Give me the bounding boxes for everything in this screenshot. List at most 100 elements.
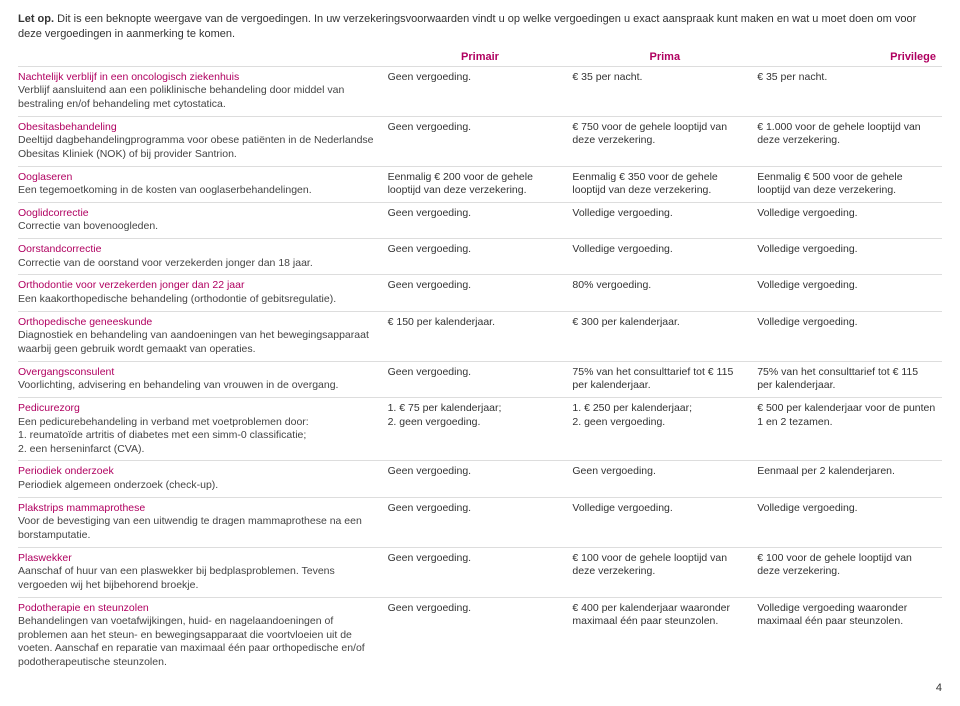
term-title: Nachtelijk verblijf in een oncologisch z… bbox=[18, 71, 378, 85]
table-row: Nachtelijk verblijf in een oncologisch z… bbox=[18, 66, 942, 116]
term-desc: Deeltijd dagbehandelingprogramma voor ob… bbox=[18, 134, 378, 161]
term-desc: Verblijf aansluitend aan een poliklinisc… bbox=[18, 84, 378, 111]
cell-privilege: € 1.000 voor de gehele looptijd van deze… bbox=[757, 116, 942, 166]
cell-privilege: Volledige vergoeding waaronder maximaal … bbox=[757, 597, 942, 674]
cell-prima: € 300 per kalenderjaar. bbox=[572, 311, 757, 361]
header-primair: Primair bbox=[388, 48, 573, 67]
table-row: PlaswekkerAanschaf of huur van een plasw… bbox=[18, 547, 942, 597]
term-title: Pedicurezorg bbox=[18, 402, 378, 416]
cell-primair: Geen vergoeding. bbox=[388, 275, 573, 311]
term-title: Orthodontie voor verzekerden jonger dan … bbox=[18, 279, 378, 293]
table-row: OorstandcorrectieCorrectie van de oorsta… bbox=[18, 239, 942, 275]
cell-primair: Geen vergoeding. bbox=[388, 239, 573, 275]
cell-privilege: € 500 per kalenderjaar voor de punten 1 … bbox=[757, 397, 942, 461]
term-cell: Orthodontie voor verzekerden jonger dan … bbox=[18, 275, 388, 311]
term-cell: PedicurezorgEen pedicurebehandeling in v… bbox=[18, 397, 388, 461]
term-cell: Podotherapie en steunzolenBehandelingen … bbox=[18, 597, 388, 674]
cell-primair: Geen vergoeding. bbox=[388, 497, 573, 547]
term-title: Overgangsconsulent bbox=[18, 366, 378, 380]
term-cell: OvergangsconsulentVoorlichting, adviseri… bbox=[18, 361, 388, 397]
page-number: 4 bbox=[18, 682, 942, 694]
table-row: Periodiek onderzoekPeriodiek algemeen on… bbox=[18, 461, 942, 497]
term-cell: OorstandcorrectieCorrectie van de oorsta… bbox=[18, 239, 388, 275]
intro-body: Dit is een beknopte weergave van de verg… bbox=[18, 13, 916, 40]
term-desc: Periodiek algemeen onderzoek (check-up). bbox=[18, 479, 378, 493]
table-row: Orthopedische geneeskundeDiagnostiek en … bbox=[18, 311, 942, 361]
cell-primair: Geen vergoeding. bbox=[388, 597, 573, 674]
intro-text: Let op. Dit is een beknopte weergave van… bbox=[18, 12, 942, 42]
term-desc: Een pedicurebehandeling in verband met v… bbox=[18, 416, 378, 457]
term-cell: Plakstrips mammaprotheseVoor de bevestig… bbox=[18, 497, 388, 547]
cell-prima: Eenmalig € 350 voor de gehele looptijd v… bbox=[572, 166, 757, 202]
table-row: OoglidcorrectieCorrectie van bovenoogled… bbox=[18, 202, 942, 238]
term-cell: OoglidcorrectieCorrectie van bovenoogled… bbox=[18, 202, 388, 238]
header-prima: Prima bbox=[572, 48, 757, 67]
cell-privilege: Volledige vergoeding. bbox=[757, 239, 942, 275]
cell-prima: 75% van het consulttarief tot € 115 per … bbox=[572, 361, 757, 397]
term-cell: Orthopedische geneeskundeDiagnostiek en … bbox=[18, 311, 388, 361]
cell-primair: € 150 per kalenderjaar. bbox=[388, 311, 573, 361]
term-cell: OoglaserenEen tegemoetkoming in de koste… bbox=[18, 166, 388, 202]
term-title: Orthopedische geneeskunde bbox=[18, 316, 378, 330]
cell-privilege: Eenmaal per 2 kalenderjaren. bbox=[757, 461, 942, 497]
term-desc: Een kaakorthopedische behandeling (ortho… bbox=[18, 293, 378, 307]
table-row: ObesitasbehandelingDeeltijd dagbehandeli… bbox=[18, 116, 942, 166]
cell-primair: Geen vergoeding. bbox=[388, 202, 573, 238]
cell-primair: Geen vergoeding. bbox=[388, 361, 573, 397]
cell-prima: Volledige vergoeding. bbox=[572, 239, 757, 275]
cell-primair: Eenmalig € 200 voor de gehele looptijd v… bbox=[388, 166, 573, 202]
table-row: Plakstrips mammaprotheseVoor de bevestig… bbox=[18, 497, 942, 547]
cell-primair: Geen vergoeding. bbox=[388, 116, 573, 166]
cell-privilege: Volledige vergoeding. bbox=[757, 202, 942, 238]
intro-bold: Let op. bbox=[18, 13, 54, 25]
term-title: Obesitasbehandeling bbox=[18, 121, 378, 135]
term-title: Ooglidcorrectie bbox=[18, 207, 378, 221]
header-empty bbox=[18, 48, 388, 67]
cell-prima: 80% vergoeding. bbox=[572, 275, 757, 311]
cell-prima: € 35 per nacht. bbox=[572, 66, 757, 116]
table-row: OvergangsconsulentVoorlichting, adviseri… bbox=[18, 361, 942, 397]
table-row: Podotherapie en steunzolenBehandelingen … bbox=[18, 597, 942, 674]
header-privilege: Privilege bbox=[757, 48, 942, 67]
term-title: Periodiek onderzoek bbox=[18, 465, 378, 479]
cell-privilege: Volledige vergoeding. bbox=[757, 497, 942, 547]
term-title: Plaswekker bbox=[18, 552, 378, 566]
cell-primair: Geen vergoeding. bbox=[388, 547, 573, 597]
coverage-table: Primair Prima Privilege Nachtelijk verbl… bbox=[18, 48, 942, 674]
term-cell: Nachtelijk verblijf in een oncologisch z… bbox=[18, 66, 388, 116]
term-desc: Aanschaf of huur van een plaswekker bij … bbox=[18, 565, 378, 592]
cell-prima: 1. € 250 per kalenderjaar; 2. geen vergo… bbox=[572, 397, 757, 461]
cell-prima: € 100 voor de gehele looptijd van deze v… bbox=[572, 547, 757, 597]
term-desc: Behandelingen van voetafwijkingen, huid-… bbox=[18, 615, 378, 670]
cell-privilege: € 100 voor de gehele looptijd van deze v… bbox=[757, 547, 942, 597]
term-cell: PlaswekkerAanschaf of huur van een plasw… bbox=[18, 547, 388, 597]
cell-privilege: € 35 per nacht. bbox=[757, 66, 942, 116]
cell-prima: Volledige vergoeding. bbox=[572, 497, 757, 547]
term-cell: Periodiek onderzoekPeriodiek algemeen on… bbox=[18, 461, 388, 497]
table-row: Orthodontie voor verzekerden jonger dan … bbox=[18, 275, 942, 311]
term-cell: ObesitasbehandelingDeeltijd dagbehandeli… bbox=[18, 116, 388, 166]
term-desc: Voor de bevestiging van een uitwendig te… bbox=[18, 515, 378, 542]
cell-primair: 1. € 75 per kalenderjaar; 2. geen vergoe… bbox=[388, 397, 573, 461]
term-desc: Correctie van bovenoogleden. bbox=[18, 220, 378, 234]
term-desc: Voorlichting, advisering en behandeling … bbox=[18, 379, 378, 393]
term-title: Podotherapie en steunzolen bbox=[18, 602, 378, 616]
cell-privilege: 75% van het consulttarief tot € 115 per … bbox=[757, 361, 942, 397]
term-title: Oorstandcorrectie bbox=[18, 243, 378, 257]
cell-privilege: Eenmalig € 500 voor de gehele looptijd v… bbox=[757, 166, 942, 202]
cell-primair: Geen vergoeding. bbox=[388, 461, 573, 497]
cell-prima: € 750 voor de gehele looptijd van deze v… bbox=[572, 116, 757, 166]
cell-privilege: Volledige vergoeding. bbox=[757, 275, 942, 311]
table-row: OoglaserenEen tegemoetkoming in de koste… bbox=[18, 166, 942, 202]
term-desc: Correctie van de oorstand voor verzekerd… bbox=[18, 257, 378, 271]
cell-prima: Geen vergoeding. bbox=[572, 461, 757, 497]
table-header-row: Primair Prima Privilege bbox=[18, 48, 942, 67]
cell-privilege: Volledige vergoeding. bbox=[757, 311, 942, 361]
table-row: PedicurezorgEen pedicurebehandeling in v… bbox=[18, 397, 942, 461]
cell-prima: € 400 per kalenderjaar waaronder maximaa… bbox=[572, 597, 757, 674]
cell-prima: Volledige vergoeding. bbox=[572, 202, 757, 238]
term-desc: Diagnostiek en behandeling van aandoenin… bbox=[18, 329, 378, 356]
term-title: Ooglaseren bbox=[18, 171, 378, 185]
term-title: Plakstrips mammaprothese bbox=[18, 502, 378, 516]
cell-primair: Geen vergoeding. bbox=[388, 66, 573, 116]
